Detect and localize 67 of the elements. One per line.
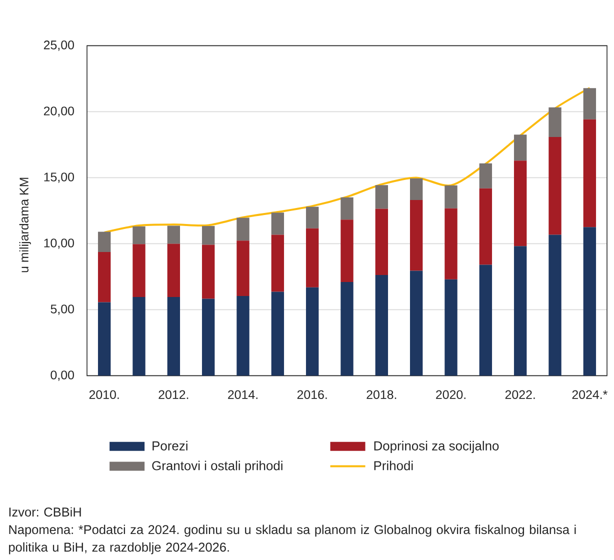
x-tick-label: 2024.* — [572, 390, 608, 400]
line-series — [103, 86, 591, 234]
bar — [306, 206, 319, 228]
bar — [375, 185, 388, 209]
x-tick-label: 2016. — [297, 390, 327, 400]
y-tick-label: 10,00 — [44, 238, 74, 249]
text: Napomena: *Podatci za 2024. godinu su u skladu sa planom iz Globalnog okvira fiskalnog bilansa i politika u BiH, za razdoblje 2024-2026. — [9, 524, 576, 554]
bar — [202, 298, 215, 376]
x-tick-label: 2022. — [505, 390, 535, 400]
y-axis-title: u milijardama KM — [19, 178, 31, 272]
legend-label: Doprinosi za socijalno — [374, 440, 499, 454]
bar — [98, 252, 111, 302]
x-tick-label: 2012. — [158, 390, 188, 400]
bar — [271, 292, 284, 376]
bar — [375, 208, 388, 275]
bar — [306, 287, 319, 376]
bar — [167, 297, 180, 376]
bar — [340, 197, 354, 220]
bar — [479, 163, 492, 188]
bar — [514, 246, 527, 376]
bar — [548, 107, 562, 138]
y-tick-label: 5,00 — [50, 304, 74, 315]
bar — [444, 185, 458, 208]
bar — [548, 234, 562, 376]
y-tick-label: 25,00 — [44, 40, 74, 51]
legend-label: Grantovi i ostali prihodi — [152, 460, 282, 473]
bar — [514, 160, 527, 246]
bar — [236, 296, 250, 376]
x-tick-label: 2018. — [366, 390, 396, 400]
bar — [202, 226, 215, 245]
bar — [202, 244, 215, 299]
y-tick-label: 0,00 — [50, 370, 74, 381]
bar — [236, 218, 250, 241]
bar — [410, 178, 423, 200]
y-tick-label: 20,00 — [44, 106, 74, 117]
bar — [167, 226, 180, 244]
legend-label: Porezi — [152, 440, 188, 450]
text: Izvor: CBBiH — [9, 507, 81, 517]
bar — [479, 264, 492, 376]
bar — [479, 188, 492, 265]
bar — [583, 88, 596, 120]
bar — [236, 240, 250, 296]
x-tick-label: 2020. — [436, 390, 466, 400]
bar — [167, 244, 180, 298]
bar — [340, 220, 354, 282]
bar — [583, 227, 596, 376]
bar — [410, 270, 423, 376]
bar — [271, 212, 284, 235]
bar — [514, 134, 527, 161]
bar — [98, 302, 111, 376]
legend-label: Prihodi — [374, 460, 413, 470]
bar — [306, 228, 319, 288]
bar — [548, 137, 562, 235]
bar — [132, 226, 146, 244]
bar — [271, 234, 284, 292]
bar — [98, 232, 111, 252]
x-tick-label: 2010. — [89, 390, 119, 400]
bar — [132, 297, 146, 376]
bar — [410, 200, 423, 271]
bar — [340, 282, 354, 376]
bar — [132, 244, 146, 298]
x-tick-label: 2014. — [228, 390, 258, 400]
bar — [375, 274, 388, 376]
bar — [444, 279, 458, 376]
bar — [583, 119, 596, 228]
bar — [444, 208, 458, 280]
y-tick-label: 15,00 — [44, 172, 74, 183]
